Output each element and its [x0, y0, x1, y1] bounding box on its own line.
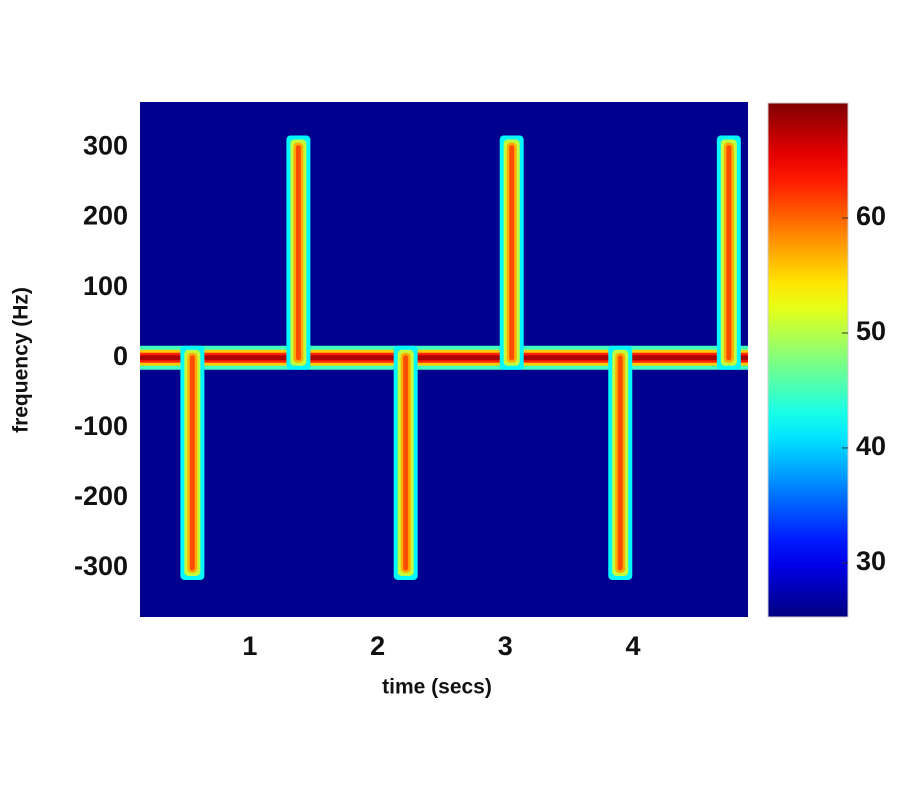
spectral-line — [286, 135, 311, 370]
y-tick-label: -300 — [74, 551, 128, 581]
y-tick-label: 200 — [83, 201, 128, 231]
colorbar-tick-label: 40 — [856, 431, 886, 461]
spectral-line — [499, 135, 524, 370]
y-tick-label: 0 — [113, 341, 128, 371]
y-tick-label: 100 — [83, 271, 128, 301]
colorbar-tick-label: 50 — [856, 316, 886, 346]
x-tick-label: 3 — [498, 631, 513, 661]
spectral-line — [393, 345, 418, 580]
spectral-line — [180, 345, 205, 580]
y-tick-label: -200 — [74, 481, 128, 511]
colorbar-tick-label: 30 — [856, 546, 886, 576]
x-tick-label: 1 — [242, 631, 257, 661]
spectral-line — [716, 135, 741, 370]
y-tick-label: 300 — [83, 131, 128, 161]
spectral-line — [140, 345, 748, 370]
colorbar — [767, 102, 849, 618]
y-axis-label: frequency (Hz) — [10, 287, 33, 433]
spectral-line — [608, 345, 633, 580]
plot-area — [140, 135, 748, 580]
x-axis-label: time (secs) — [382, 676, 492, 699]
x-tick-label: 4 — [626, 631, 641, 661]
y-tick-label: -100 — [74, 411, 128, 441]
x-tick-label: 2 — [370, 631, 385, 661]
colorbar-tick-label: 60 — [856, 201, 886, 231]
